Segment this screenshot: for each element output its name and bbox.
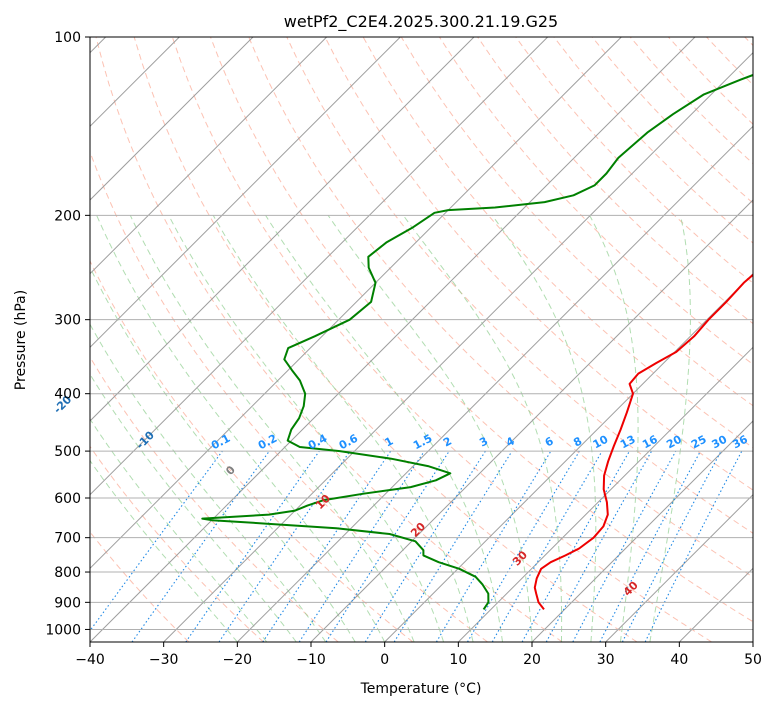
y-axis-title: Pressure (hPa) [13,290,29,390]
moist-adiabat-line [265,215,503,642]
x-tick-label: 30 [597,652,615,668]
moist-adiabat-line [327,215,533,642]
mixing-ratio-line [393,450,513,642]
y-tick-label: 1000 [45,622,81,638]
dry-adiabat-line [133,37,638,642]
isotherm-line [236,125,753,642]
moist-adiabat-line [589,215,639,642]
pressure-gridlines [90,37,753,630]
isotherm-line [531,420,753,642]
mixing-ratio-label: 16 [640,433,660,452]
x-tick-label: −20 [223,652,253,668]
isotherm-line [90,37,401,349]
y-tick-label: 700 [54,531,81,547]
moist-adiabat-line [90,373,297,642]
y-tick-label: 800 [54,565,81,581]
dry-adiabat-line [90,356,339,642]
moist-adiabat-line [491,215,597,642]
dry-adiabat-line [95,37,563,642]
moist-adiabat-line [90,418,268,642]
mixing-ratio-line [545,450,653,642]
isotherm-line [90,37,475,422]
profile-lines [201,73,753,611]
isotherm-line [163,51,753,642]
isotherm-line [457,346,753,642]
chart-title: wetPf2_C2E4.2025.300.21.19.G25 [284,12,558,32]
dewpoint-line [201,73,753,610]
moist-adiabat-line [90,323,327,642]
moist-adiabat-line [90,459,238,642]
mixing-ratio-label: 10 [591,433,611,452]
x-tick-label: 10 [449,652,467,668]
moist-adiabat-line [212,215,474,642]
mixing-ratio-label: 20 [664,433,684,452]
moist-adiabat-line [90,266,356,642]
mixing-ratio-line [644,450,743,642]
temperature-line [533,273,753,611]
y-tick-label: 600 [54,491,81,507]
x-tick-label: 50 [744,652,762,668]
y-tick-label: 300 [54,313,81,329]
y-tick-label: 500 [54,444,81,460]
isotherm-line [605,493,753,642]
mixing-ratio-line [218,450,351,642]
y-tick-label: 200 [54,208,81,224]
mixing-ratio-label: 13 [618,433,638,452]
mixing-ratio-line [325,450,450,642]
mixing-ratio-label: 30 [710,433,730,452]
moist-adiabat-line [402,215,563,642]
mixing-ratio-line [572,450,677,642]
x-tick-label: 40 [670,652,688,668]
axis-ticks: −40 −30 −20 −10 0 10 20 30 40 50 100 200 300 400 500 60… [45,30,762,668]
dry-adiabat-line [210,37,753,623]
y-tick-label: 100 [54,30,81,46]
isotherm-line [90,37,549,496]
moist-adiabat-line [129,215,415,642]
dry-adiabat-line [248,37,753,578]
y-tick-label: 400 [54,387,81,403]
isotherm-line [384,272,753,642]
isotherm-line [90,37,696,642]
mixing-ratio-line [131,450,270,642]
x-tick-label: −10 [296,652,326,668]
y-tick-label: 900 [54,595,81,611]
isotherm-line [90,37,622,570]
plot-frame [89,36,754,643]
isotherm-line [90,37,254,201]
dry-adiabat-line [515,37,753,284]
dry-adiabat-line [90,445,264,642]
thermo-background-lines [90,37,753,642]
x-tick-label: −40 [75,652,105,668]
moist-adiabat-line [96,215,386,642]
mixing-ratio-label: 36 [730,433,750,452]
x-tick-label: −30 [149,652,179,668]
x-tick-label: 20 [523,652,541,668]
mixing-ratio-line [298,450,425,642]
x-axis-title: Temperature (°C) [360,681,482,697]
x-tick-label: 0 [380,652,389,668]
isotherm-line [90,37,328,275]
dry-adiabat-line [286,37,753,534]
mixing-ratio-line [90,450,223,632]
mixing-ratio-line [185,450,320,642]
dry-adiabat-line [171,37,712,642]
moist-adiabat-line [649,215,691,642]
mixing-ratio-label: 25 [689,433,709,452]
line-labels: 0.10.20.40.611.52346810131620253036-100-… [0,361,750,598]
dry-adiabat-line [324,37,753,491]
dry-adiabat-line [90,259,414,642]
